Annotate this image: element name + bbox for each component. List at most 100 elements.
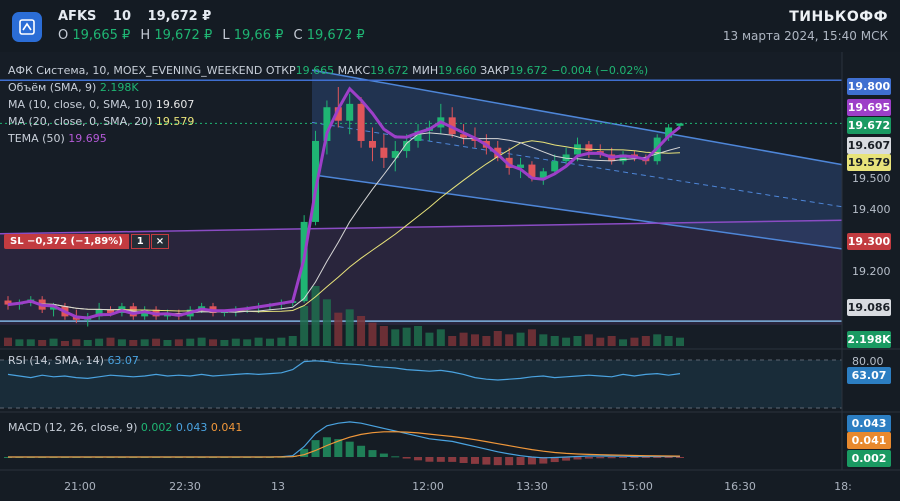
sl-zone — [0, 220, 842, 325]
chart-canvas[interactable] — [0, 52, 900, 501]
price-tag-top: 19.800 — [847, 78, 891, 95]
macd-hist-bar — [584, 457, 593, 459]
legend-macd[interactable]: MACD (12, 26, close, 9) 0.002 0.043 0.04… — [8, 421, 242, 434]
volume-bar — [209, 339, 218, 346]
stop-loss-order[interactable]: SL −0,372 (−1,89%) 1 × — [4, 232, 170, 250]
high-value: 19,672 ₽ — [154, 28, 213, 43]
volume-bar — [231, 338, 240, 346]
legend-high-key: МАКС — [337, 64, 371, 77]
price-tag-last: 19.672 — [847, 117, 891, 134]
volume-value: 2.198K — [99, 81, 139, 94]
ma20-label: MA (20, close, 0, SMA, 20) — [8, 115, 153, 128]
volume-bar — [163, 340, 172, 346]
volume-bar — [243, 339, 252, 346]
candle-body — [357, 103, 365, 141]
rsi-tag: 63.07 — [847, 367, 891, 384]
volume-bar — [15, 339, 24, 346]
macd-hist-bar — [516, 457, 525, 466]
volume-bar — [607, 336, 616, 346]
macd-hist-bar — [300, 448, 309, 457]
chart-header: AFKS 10 19,672 ₽ O 19,665 ₽ H 19,672 ₽ L… — [0, 0, 900, 52]
legend-tema[interactable]: TEMA (50) 19.695 — [8, 132, 107, 145]
price-tag-ma10: 19.607 — [847, 137, 891, 154]
macd-hist-bar — [641, 457, 650, 458]
macd-hist-bar — [527, 457, 536, 465]
open-key: O — [58, 28, 69, 43]
close-value: 19,672 ₽ — [306, 28, 365, 43]
volume-bar — [470, 334, 479, 346]
volume-bar — [493, 331, 502, 346]
legend-close-key: ЗАКР — [480, 64, 510, 77]
ticker-symbol[interactable]: AFKS — [58, 9, 97, 24]
volume-bar — [653, 334, 662, 346]
volume-bar — [152, 338, 161, 346]
volume-bar — [664, 336, 673, 346]
volume-bar — [49, 338, 58, 346]
price-tick-1: 19.500 — [852, 172, 891, 185]
time-tick: 13:30 — [516, 480, 548, 493]
volume-bar — [60, 341, 69, 346]
macd-signal-value: 0.041 — [210, 421, 243, 434]
volume-bar — [414, 326, 423, 346]
stop-loss-close-icon[interactable]: × — [150, 233, 170, 249]
candle-body — [539, 171, 547, 179]
volume-bar — [391, 329, 400, 346]
candle-body — [460, 134, 468, 138]
time-tick: 21:00 — [64, 480, 96, 493]
macd-hist-bar — [436, 457, 445, 462]
macd-hist-bar — [311, 440, 320, 457]
tema-label: TEMA (50) — [8, 132, 65, 145]
volume-bar — [516, 332, 525, 346]
legend-ma10[interactable]: MA (10, close, 0, SMA, 10) 19.607 — [8, 98, 194, 111]
legend-volume[interactable]: Объём (SMA, 9) 2.198K — [8, 81, 139, 94]
time-tick: 18: — [834, 480, 852, 493]
stop-loss-qty[interactable]: 1 — [130, 233, 150, 249]
interval[interactable]: 10 — [112, 9, 132, 24]
volume-bar — [630, 337, 639, 346]
macd-hist-bar — [459, 457, 468, 463]
candle-body — [676, 123, 684, 126]
volume-bar — [619, 339, 628, 346]
last-price: 19,672 ₽ — [147, 9, 212, 24]
rsi-band — [0, 360, 842, 408]
volume-bar — [288, 336, 297, 346]
price-tick-2: 19.400 — [852, 203, 891, 216]
legend-symbol: АФК Система, 10, MOEX_EVENING_WEEKEND — [8, 64, 263, 77]
rsi-value: 63.07 — [107, 354, 139, 367]
volume-bar — [573, 336, 582, 346]
price-tag-tema: 19.695 — [847, 99, 891, 116]
macd-hist-bar — [505, 457, 514, 466]
candle-body — [573, 144, 581, 155]
macd-hist-bar — [664, 457, 673, 458]
macd-hist-bar — [653, 457, 662, 458]
candle-body — [95, 309, 103, 317]
legend-main: АФК Система, 10, MOEX_EVENING_WEEKEND ОТ… — [8, 64, 648, 77]
macd-hist-bar — [482, 457, 491, 465]
rsi-line — [7, 360, 681, 381]
macd-hist-bar — [345, 441, 354, 457]
open-value: 19,665 ₽ — [72, 28, 131, 43]
volume-bar — [562, 337, 571, 346]
candle-body — [368, 140, 376, 148]
volume-bar — [277, 337, 286, 346]
price-tick-3: 19.200 — [852, 265, 891, 278]
legend-rsi[interactable]: RSI (14, SMA, 14) 63.07 — [8, 354, 139, 367]
macd-hist-bar — [414, 457, 423, 461]
macd-hist-bar — [619, 457, 628, 458]
volume-bar — [505, 334, 514, 346]
brand-name: ТИНЬКОФФ — [789, 9, 888, 25]
legend-close-value: 19.672 — [509, 64, 548, 77]
volume-bar — [106, 337, 115, 346]
legend-ma20[interactable]: MA (20, close, 0, SMA, 20) 19.579 — [8, 115, 194, 128]
broker-logo — [12, 12, 42, 42]
volume-bar — [300, 306, 309, 346]
macd-hist-bar — [368, 450, 377, 457]
macd-hist-bar — [607, 457, 616, 459]
legend-low-value: 19.660 — [438, 64, 477, 77]
volume-bar — [38, 340, 47, 346]
ma10-value: 19.607 — [155, 98, 195, 111]
legend-open-value: 19.665 — [295, 64, 335, 77]
macd-hist-bar — [562, 457, 571, 461]
stop-loss-label[interactable]: SL −0,372 (−1,89%) — [4, 233, 129, 249]
candle-body — [312, 140, 320, 222]
